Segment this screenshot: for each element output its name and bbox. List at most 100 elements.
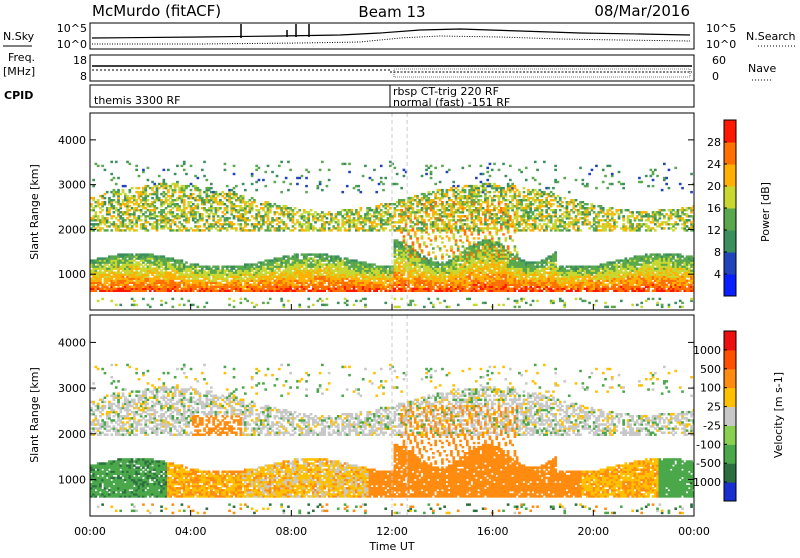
power-cell [153,221,156,223]
power-cell [443,211,446,213]
nsky-panel: N.Sky 10^5 10^0 10^5 10^0 N.Search [3,22,797,51]
power-cell [119,288,122,290]
power-cell [489,266,492,268]
power-cell [158,272,161,274]
power-cell [147,221,150,223]
power-cell [172,266,175,268]
power-cell [133,203,136,205]
power-cell [305,177,308,179]
power-cell [160,193,163,195]
power-cell [203,207,206,209]
power-cell [167,217,170,219]
power-cell [335,213,338,215]
power-cell [346,300,349,302]
power-cell [484,183,487,185]
power-cell [194,205,197,207]
power-cell [482,280,485,282]
power-cell [206,219,209,221]
power-cell [471,199,474,201]
power-cell [274,181,277,183]
power-cell [482,227,485,229]
power-cell [133,223,136,225]
power-cell [283,255,286,257]
power-cell [425,205,428,207]
power-cell [240,223,243,225]
power-cell [400,298,403,300]
power-cell [353,304,356,306]
power-cell [484,239,487,241]
power-cell [169,225,172,227]
power-cell [459,199,462,201]
power-cell [178,187,181,189]
power-cell [133,199,136,201]
station-title: McMurdo (fitACF) [92,2,221,20]
power-cell [194,211,197,213]
power-cell [348,171,351,173]
freq-tick-top: 18 [73,54,87,67]
power-cell [443,221,446,223]
power-cell [328,221,331,223]
power-cell [199,213,202,215]
power-cell [217,225,220,227]
power-cell [117,199,120,201]
power-cell [446,276,449,278]
power-cell [414,304,417,306]
power-cell [416,239,419,241]
power-cell [278,205,281,207]
power-cell [369,177,372,179]
power-cell [441,189,444,191]
power-cell [285,225,288,227]
power-cell [97,257,100,259]
power-cell [398,225,401,227]
power-cell [387,203,390,205]
power-cell [113,255,116,257]
power-cell [307,253,310,255]
power-cell [434,235,437,237]
power-cell [353,187,356,189]
power-cell [203,270,206,272]
power-cell [414,249,417,251]
power-cell [203,266,206,268]
power-cell [432,304,435,306]
power-cell [242,183,245,185]
power-cell [289,183,292,185]
power-cell [194,266,197,268]
power-cell [462,167,465,169]
power-cell [394,282,397,284]
power-cell [264,171,267,173]
power-cell [452,227,455,229]
power-cell [464,266,467,268]
power-cell [335,255,338,257]
power-cell [172,189,175,191]
power-cell [258,211,261,213]
power-cell [475,185,478,187]
power-cell [314,259,317,261]
power-cell [360,266,363,268]
power-cell [174,229,177,231]
power-cell [278,257,281,259]
power-cell [217,219,220,221]
power-cell [178,266,181,268]
power-cell [258,221,261,223]
power-cell [457,219,460,221]
power-cell [339,227,342,229]
power-cell [201,169,204,171]
power-cell [226,227,229,229]
power-cell [355,280,358,282]
power-cell [255,165,258,167]
power-cell [489,276,492,278]
power-cell [237,209,240,211]
power-cell [348,215,351,217]
power-cell [384,211,387,213]
power-cell [414,280,417,282]
power-cell [317,253,320,255]
power-cell [172,229,175,231]
power-cell [471,266,474,268]
power-cell [484,302,487,304]
power-cell [307,225,310,227]
power-cell [432,211,435,213]
power-cell [375,282,378,284]
power-cell [380,203,383,205]
power-cell [412,203,415,205]
power-cell [142,169,145,171]
